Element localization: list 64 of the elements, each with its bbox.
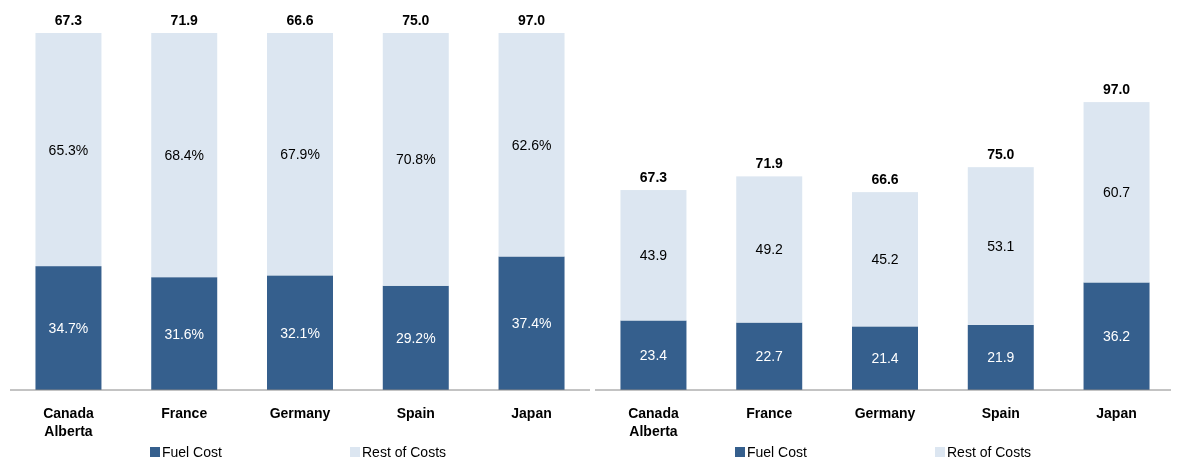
x-tick-label: Canada Alberta	[628, 405, 679, 439]
annotation: 66.6	[286, 12, 314, 28]
x-tick-label: Japan	[511, 405, 552, 421]
annotation: 71.9	[170, 12, 199, 28]
annotation: 67.3	[54, 12, 83, 28]
bar	[736, 176, 803, 323]
total-label: 67.3	[639, 169, 668, 186]
bar	[151, 33, 218, 278]
x-tick-label: Germany	[269, 405, 331, 421]
data-label: 31.6%	[164, 325, 205, 342]
annotation: 97.0	[517, 12, 546, 28]
data-label: 36.2	[1102, 328, 1131, 345]
data-label: 65.3%	[48, 141, 89, 158]
bar	[498, 33, 565, 257]
data-label: 68.4%	[164, 147, 205, 164]
x-tick-label: France	[746, 405, 793, 421]
x-tick-label: France	[161, 405, 208, 421]
x-tick-label: Spain	[981, 405, 1020, 421]
data-label: 43.9	[639, 247, 668, 264]
legend-label: Rest of Costs	[362, 444, 447, 460]
x-tick-label: Japan	[1096, 405, 1137, 421]
annotation: 75.0	[402, 12, 430, 28]
data-label: 62.6%	[511, 136, 552, 153]
data-label: 49.2	[755, 241, 784, 258]
bar	[382, 285, 449, 390]
data-label: 60.7	[1102, 184, 1131, 201]
bar	[35, 266, 102, 390]
data-label: 23.4	[639, 347, 668, 364]
data-label: 29.2%	[395, 329, 436, 346]
data-label: 21.9	[987, 349, 1015, 366]
data-label: 45.2	[871, 251, 899, 268]
x-tick-label: Spain	[396, 405, 435, 421]
x-tick-label: Canada Alberta	[43, 405, 94, 439]
total-label: 75.0	[987, 146, 1015, 163]
data-label: 32.1%	[280, 324, 320, 341]
bar	[151, 277, 218, 390]
bar	[736, 322, 803, 390]
bar	[852, 192, 918, 327]
legend-label: Fuel Cost	[162, 444, 223, 460]
bar	[35, 33, 102, 267]
bar	[498, 256, 565, 390]
x-tick-label: Germany	[854, 405, 916, 421]
data-label: 70.8%	[395, 151, 436, 168]
bar	[267, 33, 333, 276]
bar	[1083, 282, 1150, 390]
bar	[382, 33, 449, 286]
bar	[1083, 102, 1150, 283]
data-label: 22.7	[755, 348, 784, 365]
data-label: 53.1	[987, 238, 1015, 255]
total-label: 71.9	[755, 155, 784, 172]
data-label: 21.4	[871, 350, 899, 367]
legend-label: Fuel Cost	[747, 444, 808, 460]
bar	[967, 167, 1034, 325]
legend-label: Rest of Costs	[947, 444, 1032, 460]
total-label: 97.0	[1102, 81, 1131, 98]
bar	[967, 324, 1034, 390]
bar	[852, 326, 918, 390]
bar	[620, 190, 687, 321]
data-label: 67.9%	[280, 146, 320, 163]
bar	[620, 320, 687, 390]
total-label: 66.6	[871, 171, 899, 188]
data-label: 37.4%	[511, 315, 552, 332]
data-label: 34.7%	[48, 320, 89, 337]
bar	[267, 275, 333, 390]
